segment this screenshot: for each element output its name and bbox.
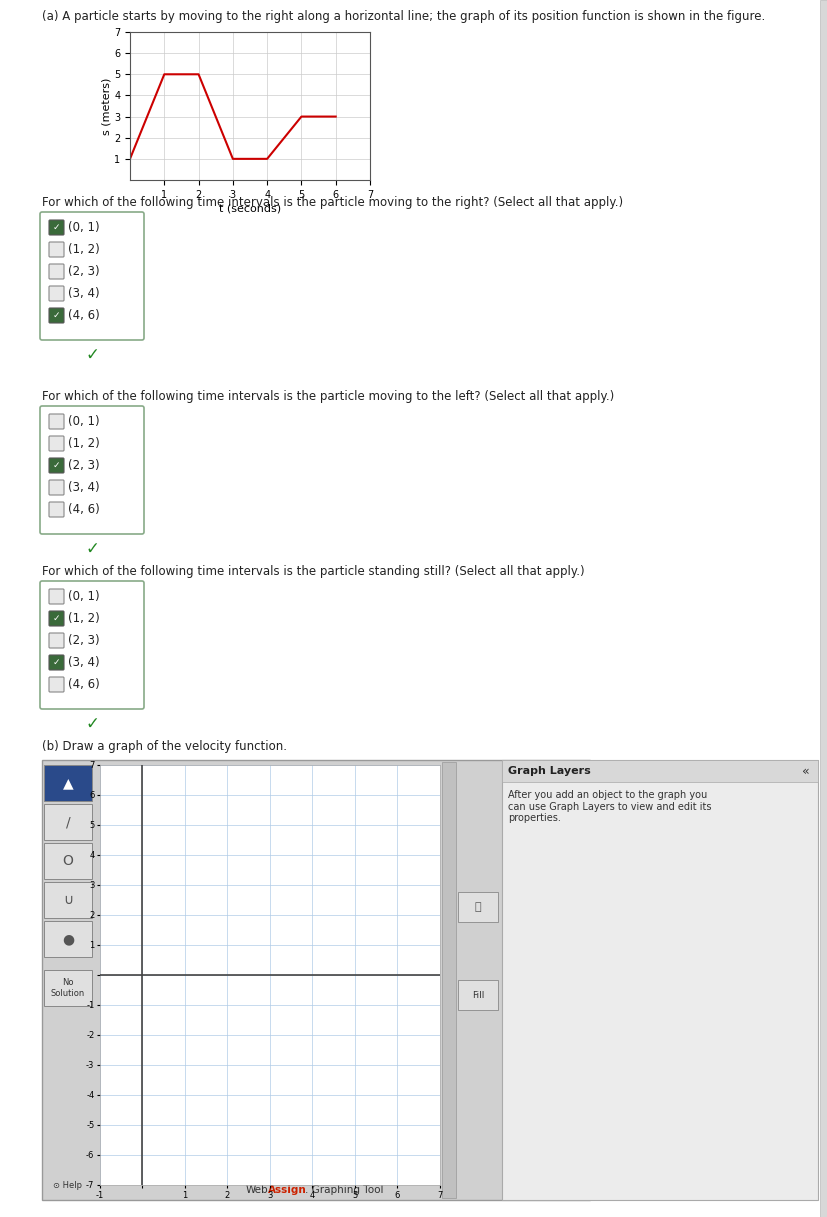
FancyBboxPatch shape — [49, 436, 64, 452]
Bar — [44, 843, 92, 879]
Bar — [457, 980, 497, 1010]
Text: (0, 1): (0, 1) — [68, 415, 99, 428]
FancyBboxPatch shape — [49, 414, 64, 430]
Bar — [457, 892, 497, 922]
Text: Web: Web — [245, 1185, 268, 1195]
Text: Graph Layers: Graph Layers — [508, 765, 590, 776]
Text: (3, 4): (3, 4) — [68, 656, 99, 669]
Text: /: / — [65, 815, 70, 829]
FancyBboxPatch shape — [49, 501, 64, 517]
Text: ✓: ✓ — [85, 346, 98, 364]
FancyBboxPatch shape — [49, 242, 64, 257]
Text: (0, 1): (0, 1) — [68, 221, 99, 234]
FancyBboxPatch shape — [49, 677, 64, 692]
Text: ✓: ✓ — [53, 658, 60, 667]
FancyBboxPatch shape — [49, 458, 64, 473]
Bar — [442, 762, 456, 1198]
FancyBboxPatch shape — [49, 308, 64, 323]
Text: (3, 4): (3, 4) — [68, 481, 99, 494]
Text: ✓: ✓ — [53, 312, 60, 320]
Bar — [501, 759, 817, 783]
FancyBboxPatch shape — [49, 220, 64, 235]
Text: (1, 2): (1, 2) — [68, 437, 99, 450]
Text: ✓: ✓ — [85, 716, 98, 733]
Text: ⊙ Help: ⊙ Help — [54, 1180, 83, 1190]
Bar — [44, 921, 92, 957]
Bar — [44, 804, 92, 840]
Text: After you add an object to the graph you
can use Graph Layers to view and edit i: After you add an object to the graph you… — [508, 790, 710, 823]
Text: Assign: Assign — [268, 1185, 306, 1195]
Text: (3, 4): (3, 4) — [68, 287, 99, 301]
Text: No
Solution: No Solution — [50, 978, 85, 998]
Bar — [44, 970, 92, 1006]
FancyBboxPatch shape — [49, 633, 64, 647]
Text: (1, 2): (1, 2) — [68, 612, 99, 626]
Text: ✓: ✓ — [85, 540, 98, 559]
Y-axis label: s (meters): s (meters) — [101, 78, 111, 135]
Text: (1, 2): (1, 2) — [68, 243, 99, 256]
Text: ✓: ✓ — [53, 461, 60, 470]
Text: ✓: ✓ — [53, 223, 60, 232]
Text: (4, 6): (4, 6) — [68, 503, 99, 516]
FancyBboxPatch shape — [49, 655, 64, 671]
Text: (2, 3): (2, 3) — [68, 459, 99, 472]
Text: 🗑: 🗑 — [474, 902, 480, 912]
Text: (0, 1): (0, 1) — [68, 590, 99, 602]
Bar — [42, 759, 590, 1200]
FancyBboxPatch shape — [49, 479, 64, 495]
Text: (2, 3): (2, 3) — [68, 265, 99, 277]
Text: ▲: ▲ — [63, 776, 74, 790]
Text: For which of the following time intervals is the particle moving to the right? (: For which of the following time interval… — [42, 196, 623, 209]
Text: (4, 6): (4, 6) — [68, 309, 99, 323]
FancyBboxPatch shape — [49, 589, 64, 604]
Text: ∪: ∪ — [63, 893, 73, 907]
Text: ✓: ✓ — [53, 615, 60, 623]
Text: O: O — [63, 854, 74, 868]
Text: For which of the following time intervals is the particle moving to the left? (S: For which of the following time interval… — [42, 389, 614, 403]
X-axis label: t (seconds): t (seconds) — [218, 204, 280, 214]
Bar — [819, 0, 827, 1217]
Text: (a) A particle starts by moving to the right along a horizontal line; the graph : (a) A particle starts by moving to the r… — [42, 10, 764, 23]
Text: Fill: Fill — [471, 991, 484, 999]
Text: For which of the following time intervals is the particle standing still? (Selec: For which of the following time interval… — [42, 565, 584, 578]
Text: (4, 6): (4, 6) — [68, 678, 99, 691]
Text: (2, 3): (2, 3) — [68, 634, 99, 647]
Text: «: « — [801, 764, 809, 778]
Bar — [44, 765, 92, 801]
Bar — [501, 759, 817, 1200]
Bar — [44, 882, 92, 918]
Text: . Graphing Tool: . Graphing Tool — [304, 1185, 383, 1195]
Text: (b) Draw a graph of the velocity function.: (b) Draw a graph of the velocity functio… — [42, 740, 287, 753]
FancyBboxPatch shape — [49, 611, 64, 626]
FancyBboxPatch shape — [49, 264, 64, 279]
FancyBboxPatch shape — [49, 286, 64, 301]
Text: ●: ● — [62, 932, 74, 946]
